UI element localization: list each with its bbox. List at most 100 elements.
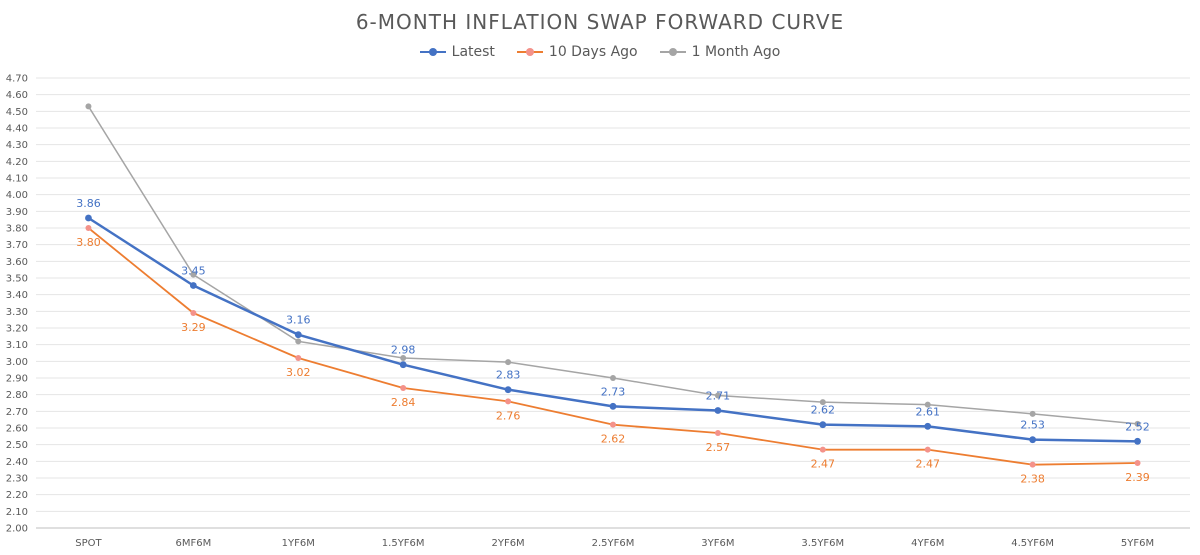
data-point	[610, 375, 616, 381]
data-point	[400, 355, 407, 361]
data-label: 2.47	[811, 458, 836, 471]
data-point	[85, 103, 92, 110]
y-tick-label: 4.60	[6, 90, 28, 101]
legend-swatch	[659, 46, 686, 58]
data-label: 2.71	[706, 390, 731, 403]
legend-item: 1 Month Ago	[659, 44, 780, 60]
x-tick-label: 3.5YF6M	[801, 538, 844, 549]
data-label: 2.62	[811, 404, 836, 417]
y-tick-label: 2.80	[6, 390, 28, 401]
y-tick-label: 2.30	[6, 474, 28, 485]
data-point	[714, 392, 721, 399]
data-point	[85, 225, 92, 231]
data-point	[610, 421, 616, 428]
y-tick-label: 4.00	[6, 190, 28, 201]
data-point	[1134, 437, 1141, 445]
chart-title: 6-MONTH INFLATION SWAP FORWARD CURVE	[355, 10, 845, 34]
data-point	[505, 359, 512, 366]
y-tick-label: 3.40	[6, 290, 28, 301]
y-tick-label: 3.50	[6, 274, 28, 285]
y-tick-label: 2.60	[6, 424, 28, 435]
y-tick-label: 4.40	[6, 124, 28, 135]
data-point	[399, 361, 407, 369]
data-point	[714, 407, 722, 414]
legend-swatch	[419, 46, 446, 58]
x-tick-label: 2.5YF6M	[592, 538, 635, 549]
x-tick-label: 1YF6M	[282, 538, 315, 549]
y-tick-label: 3.00	[6, 357, 28, 368]
data-label: 2.83	[496, 369, 521, 382]
series-line-10-days-ago	[87, 227, 1138, 466]
data-point	[1029, 461, 1036, 468]
y-tick-label: 3.90	[6, 207, 28, 218]
data-point	[85, 214, 92, 222]
data-point	[1029, 410, 1036, 417]
data-label: 3.16	[286, 314, 311, 327]
data-point	[819, 421, 827, 429]
y-tick-label: 2.20	[6, 490, 28, 501]
data-label: 2.38	[1020, 473, 1045, 486]
data-point	[294, 331, 302, 339]
y-tick-label: 2.10	[6, 507, 28, 518]
y-tick-label: 2.40	[6, 457, 28, 468]
x-tick-label: 4.5YF6M	[1011, 538, 1054, 549]
data-point	[400, 385, 407, 391]
data-point	[190, 271, 197, 278]
data-point	[924, 446, 931, 453]
x-tick-label: 5YF6M	[1121, 538, 1154, 549]
y-tick-label: 3.30	[6, 307, 28, 318]
data-label: 3.45	[181, 265, 206, 278]
x-tick-label: 1.5YF6M	[382, 538, 425, 549]
data-label: 2.84	[391, 396, 416, 409]
data-point	[1134, 420, 1141, 427]
legend-swatch-marker	[428, 48, 437, 56]
legend-label: 10 Days Ago	[548, 44, 638, 60]
data-point	[189, 282, 197, 289]
legend-swatch-marker	[668, 48, 677, 56]
x-tick-label: 2YF6M	[491, 538, 524, 549]
legend: Latest 10 Days Ago 1 Month Ago	[0, 44, 1200, 60]
y-tick-label: 3.70	[6, 240, 28, 251]
y-tick-label: 4.70	[6, 74, 28, 85]
y-tick-label: 2.70	[6, 407, 28, 418]
x-tick-label: 4YF6M	[911, 538, 944, 549]
legend-swatch-marker	[525, 48, 534, 56]
y-tick-label: 2.50	[6, 440, 28, 451]
legend-label: Latest	[451, 44, 495, 60]
data-label: 2.57	[706, 441, 731, 454]
y-tick-label: 3.10	[6, 340, 28, 351]
data-point	[295, 338, 302, 345]
x-tick-label: SPOT	[75, 538, 102, 549]
legend-item: Latest	[419, 44, 495, 60]
data-point	[924, 401, 931, 408]
data-label: 2.39	[1125, 471, 1150, 484]
data-point	[295, 355, 302, 361]
data-point	[819, 446, 826, 453]
y-tick-label: 4.20	[6, 157, 28, 168]
data-point	[1029, 436, 1037, 444]
data-label: 2.76	[496, 409, 521, 422]
data-label: 2.47	[915, 458, 940, 471]
y-tick-label: 4.30	[6, 140, 28, 151]
data-point	[190, 310, 197, 316]
y-tick-label: 2.00	[6, 524, 28, 535]
data-point	[504, 386, 512, 394]
data-point	[609, 402, 617, 410]
data-label: 2.61	[915, 405, 940, 418]
x-tick-label: 3YF6M	[701, 538, 734, 549]
y-tick-label: 3.80	[6, 224, 28, 235]
data-label: 2.52	[1125, 420, 1150, 433]
data-label: 2.73	[601, 385, 626, 398]
data-point	[924, 422, 932, 430]
y-tick-label: 2.90	[6, 374, 28, 385]
data-label: 3.29	[181, 321, 206, 334]
legend-swatch	[516, 46, 543, 58]
data-label: 2.62	[601, 433, 626, 446]
data-label: 3.86	[76, 197, 101, 210]
data-point	[819, 399, 826, 406]
y-tick-label: 4.50	[6, 107, 28, 118]
y-tick-label: 3.20	[6, 324, 28, 335]
data-label: 3.80	[76, 236, 101, 249]
